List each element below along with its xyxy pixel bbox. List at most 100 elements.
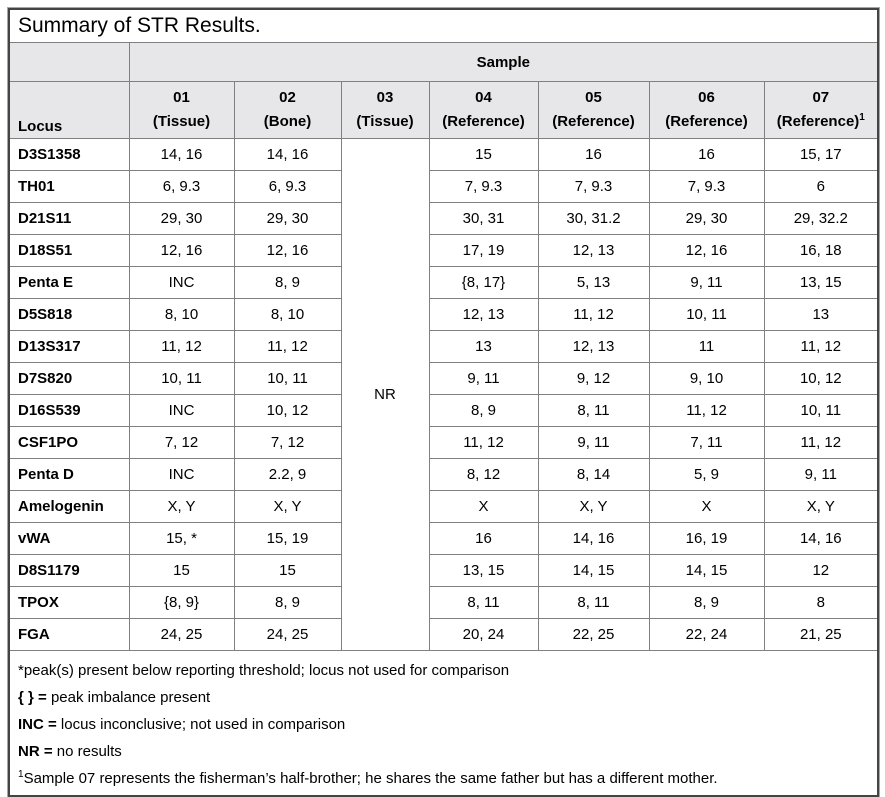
value-cell: 13: [763, 298, 879, 331]
value-cell: 12, 13: [428, 298, 539, 331]
value-cell: 20, 24: [428, 618, 539, 651]
sample-group-header: Sample: [128, 42, 879, 82]
value-cell: 16: [648, 138, 765, 171]
footnote-text: peak imbalance present: [46, 689, 211, 706]
value-cell: 22, 25: [537, 618, 650, 651]
value-cell: 17, 19: [428, 234, 539, 267]
table-row: D3S1358 14, 16 14, 16 NR 15 16 16 15, 17: [8, 138, 879, 651]
column-type: (Reference): [776, 112, 860, 130]
value-cell: 21, 25: [763, 618, 879, 651]
column-number: 03: [376, 89, 394, 106]
value-cell: 6: [763, 170, 879, 203]
column-type: (Bone): [263, 112, 312, 130]
column-number: 07: [812, 89, 830, 106]
footnote-bold-lead: INC =: [18, 716, 57, 733]
value-cell: X: [648, 490, 765, 523]
value-cell: 15, 17: [763, 138, 879, 171]
column-type: (Reference): [665, 112, 748, 130]
value-cell: 11, 12: [763, 330, 879, 363]
column-header-row: Locus 01 (Tissue) 02 (Bone) 03 (Tissue) 04 (Ref…: [8, 81, 879, 139]
value-cell: 24, 25: [128, 618, 235, 651]
locus-cell: D5S818: [8, 298, 130, 331]
value-cell: 16, 19: [648, 522, 765, 555]
value-cell: 9, 11: [648, 266, 765, 299]
footnote-text: no results: [52, 743, 122, 760]
locus-cell: D18S51: [8, 234, 130, 267]
value-cell: INC: [128, 394, 235, 427]
value-cell: 9, 11: [763, 458, 879, 491]
locus-cell: CSF1PO: [8, 426, 130, 459]
table-row: CSF1PO 7, 12 7, 12 11, 12 9, 11 7, 11 11, 12: [8, 426, 879, 459]
value-cell: 15: [233, 554, 342, 587]
value-cell: X: [428, 490, 539, 523]
table-row: FGA 24, 25 24, 25 20, 24 22, 25 22, 24 21, 25: [8, 618, 879, 651]
column-header-03: 03 (Tissue): [340, 81, 430, 139]
value-cell: 29, 30: [648, 202, 765, 235]
footnote-text: *peak(s) present below reporting thresho…: [18, 662, 510, 679]
column-header-01: 01 (Tissue): [128, 81, 235, 139]
column-number: 01: [173, 89, 190, 106]
value-cell: 11, 12: [537, 298, 650, 331]
value-cell: 9, 10: [648, 362, 765, 395]
value-cell: 7, 11: [648, 426, 765, 459]
column-type: (Tissue): [152, 112, 211, 130]
table-row: D16S539 INC 10, 12 8, 9 8, 11 11, 12 10, 11: [8, 394, 879, 427]
value-cell: 12, 16: [128, 234, 235, 267]
column-type: (Reference): [552, 112, 635, 130]
value-cell: X, Y: [233, 490, 342, 523]
value-cell: 6, 9.3: [128, 170, 235, 203]
footnote-bold-lead: { } =: [18, 689, 47, 706]
value-cell: 12: [763, 554, 879, 587]
value-cell: 11: [648, 330, 765, 363]
footnote-bold-lead: NR =: [18, 743, 53, 760]
table-row: D18S51 12, 16 12, 16 17, 19 12, 13 12, 16 16, …: [8, 234, 879, 267]
value-cell: 8, 10: [233, 298, 342, 331]
column-number: 06: [698, 89, 715, 106]
column-number: 02: [279, 89, 296, 106]
value-cell: 8, 14: [537, 458, 650, 491]
value-cell: 10, 11: [233, 362, 342, 395]
value-cell: 15, *: [128, 522, 235, 555]
value-cell: 12, 13: [537, 330, 650, 363]
value-cell: 7, 9.3: [428, 170, 539, 203]
value-cell: 8, 9: [233, 266, 342, 299]
value-cell: 7, 12: [233, 426, 342, 459]
locus-cell: FGA: [8, 618, 130, 651]
locus-column-spacer: [8, 42, 130, 82]
table-row: D5S818 8, 10 8, 10 12, 13 11, 12 10, 11 13: [8, 298, 879, 331]
table-row: Amelogenin X, Y X, Y X X, Y X X, Y: [8, 490, 879, 523]
value-cell: 14, 16: [537, 522, 650, 555]
value-cell: 10, 12: [763, 362, 879, 395]
locus-cell: Amelogenin: [8, 490, 130, 523]
value-cell: 12, 16: [648, 234, 765, 267]
value-cell: 8, 12: [428, 458, 539, 491]
value-cell: 15, 19: [233, 522, 342, 555]
value-cell: {8, 17}: [428, 266, 539, 299]
column-footnote-marker-icon: 1: [859, 111, 865, 123]
footnote-sup: 1: [18, 769, 24, 780]
footnote-line: { } = peak imbalance present: [18, 682, 869, 709]
value-cell: 30, 31.2: [537, 202, 650, 235]
value-cell: 10, 12: [233, 394, 342, 427]
value-cell: 13, 15: [763, 266, 879, 299]
value-cell: 15: [428, 138, 539, 171]
nr-merged-cell: NR: [340, 138, 430, 651]
value-cell: 8: [763, 586, 879, 619]
locus-cell: D3S1358: [8, 138, 130, 171]
locus-cell: D8S1179: [8, 554, 130, 587]
value-cell: INC: [128, 458, 235, 491]
value-cell: 30, 31: [428, 202, 539, 235]
column-header-04: 04 (Reference): [428, 81, 539, 139]
locus-cell: vWA: [8, 522, 130, 555]
table-row: vWA 15, * 15, 19 16 14, 16 16, 19 14, 16: [8, 522, 879, 555]
value-cell: 7, 9.3: [648, 170, 765, 203]
value-cell: X, Y: [763, 490, 879, 523]
sample-group-row: Sample: [8, 42, 879, 82]
value-cell: 11, 12: [648, 394, 765, 427]
value-cell: 7, 12: [128, 426, 235, 459]
value-cell: 12, 16: [233, 234, 342, 267]
value-cell: X, Y: [537, 490, 650, 523]
value-cell: 16: [537, 138, 650, 171]
footnotes-cell: *peak(s) present below reporting thresho…: [8, 650, 879, 797]
table-row: Penta D INC 2.2, 9 8, 12 8, 14 5, 9 9, 11: [8, 458, 879, 491]
